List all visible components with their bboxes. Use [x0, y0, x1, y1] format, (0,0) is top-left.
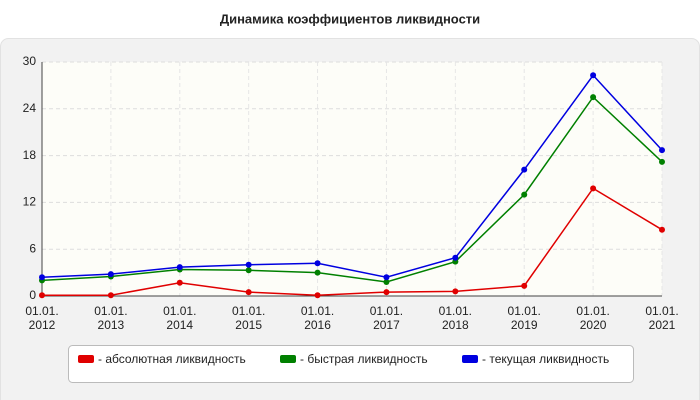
x-tick-label: 01.01. 2012: [25, 304, 59, 332]
point: [590, 94, 597, 101]
x-tick-label: 01.01. 2021: [645, 304, 679, 332]
y-tick-label: 6: [29, 241, 36, 255]
point: [521, 282, 528, 289]
point: [452, 288, 459, 295]
point: [383, 274, 390, 281]
point: [659, 158, 665, 165]
point: [521, 191, 528, 198]
y-tick-label: 0: [29, 288, 36, 302]
legend-marker: [280, 355, 296, 363]
y-tick-label: 18: [23, 148, 37, 162]
chart-title: Динамика коэффициентов ликвидности: [220, 11, 480, 26]
point: [176, 279, 183, 286]
point: [383, 289, 390, 296]
point: [245, 261, 252, 268]
point: [314, 260, 321, 267]
point: [659, 226, 665, 233]
series-line: [41, 74, 663, 279]
point: [521, 166, 528, 173]
point: [314, 269, 321, 276]
point: [590, 72, 597, 79]
legend-label: - абсолютная ликвидность: [98, 352, 246, 366]
point: [314, 292, 321, 299]
point: [39, 274, 45, 281]
series-line: [42, 187, 663, 296]
point: [659, 147, 665, 154]
point: [383, 278, 390, 285]
x-tick-label: 01.01. 2020: [576, 304, 610, 332]
series-line: [41, 95, 663, 283]
legend-marker: [462, 355, 478, 363]
legend-label: - быстрая ликвидность: [300, 352, 428, 366]
x-tick-label: 01.01. 2015: [231, 304, 266, 332]
y-tick-label: 30: [23, 54, 37, 68]
point: [39, 292, 45, 299]
y-tick-label: 24: [23, 101, 37, 115]
legend-box: [68, 345, 634, 383]
point: [107, 292, 114, 299]
y-tick-label: 12: [23, 195, 37, 209]
point: [107, 271, 114, 278]
x-tick-label: 01.01. 2019: [507, 304, 541, 332]
point: [245, 289, 252, 296]
x-tick-label: 01.01. 2014: [163, 304, 197, 332]
point: [245, 267, 252, 274]
point: [590, 185, 597, 192]
legend-marker: [78, 355, 94, 363]
plot-area: [42, 62, 662, 296]
x-tick-label: 01.01. 2018: [438, 304, 473, 332]
x-tick-label: 01.01. 2016: [300, 304, 335, 332]
legend-label: - текущая ликвидность: [482, 352, 609, 366]
point: [452, 254, 459, 261]
x-tick-label: 01.01. 2013: [94, 304, 128, 332]
point: [176, 264, 183, 271]
x-tick-label: 01.01. 2017: [369, 304, 404, 332]
